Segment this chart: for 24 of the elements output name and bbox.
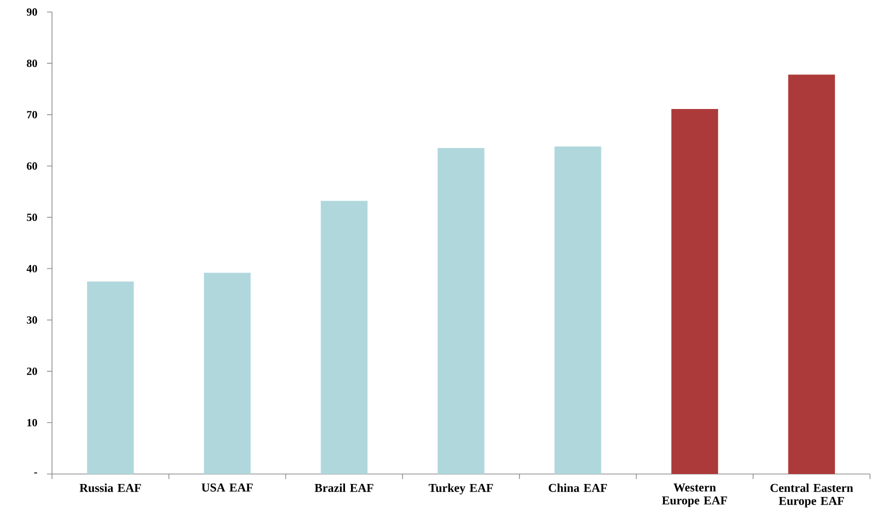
bar: [438, 148, 484, 474]
x-tick-label: USA EAF: [202, 484, 253, 492]
y-tick-label: 60: [26, 162, 38, 170]
bar: [554, 146, 602, 474]
y-tick-label: -: [34, 472, 38, 474]
y-tick-label: 40: [26, 264, 38, 272]
y-tick-label: 80: [26, 60, 38, 68]
y-tick-label: 30: [26, 316, 38, 324]
bar: [320, 200, 368, 474]
y-tick-label: 50: [26, 214, 38, 222]
y-tick-label: 90: [26, 8, 38, 16]
x-tick-label: Russia EAF: [80, 484, 141, 492]
y-tick-label: 70: [27, 110, 38, 118]
x-tick-label: Central Eastern Europe EAF: [770, 484, 854, 508]
bar: [204, 272, 251, 474]
bar: [671, 109, 718, 474]
x-tick-label: Brazil EAF: [314, 484, 374, 492]
y-tick-label: 10: [27, 418, 38, 426]
bar: [87, 281, 134, 474]
x-tick-label: Western Europe EAF: [662, 484, 728, 507]
x-tick-label: China EAF: [548, 484, 607, 492]
bar: [788, 74, 835, 474]
y-tick-label: 20: [26, 368, 38, 376]
x-tick-label: Turkey EAF: [428, 484, 493, 494]
